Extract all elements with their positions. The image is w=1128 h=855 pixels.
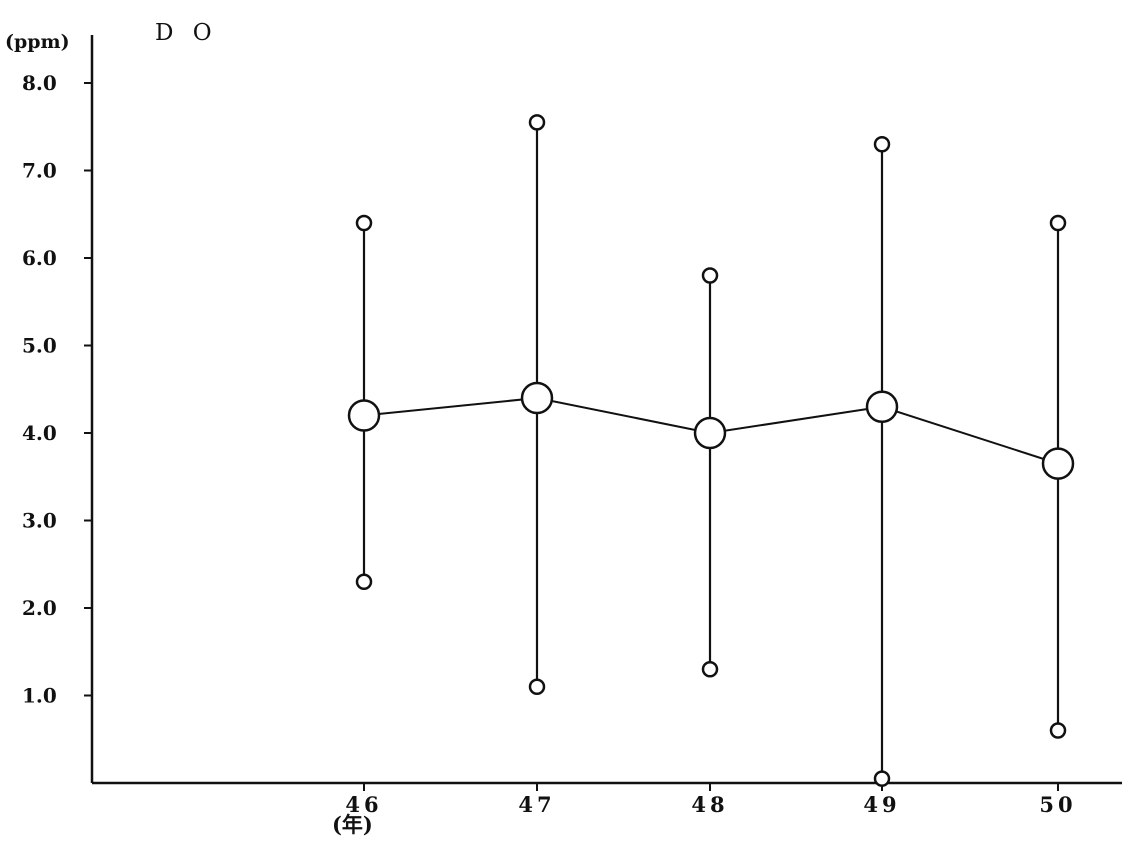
labels: D O (ppm) (年)	[5, 20, 373, 837]
max-point	[528, 114, 546, 131]
min-point	[528, 678, 546, 695]
min-point	[355, 573, 373, 590]
max-point	[1049, 214, 1067, 232]
y-tick-label: 7.0	[22, 159, 57, 183]
y-tick-label: 8.0	[22, 71, 57, 95]
y-tick-label: 3.0	[22, 509, 57, 533]
x-tick-label: 49	[863, 792, 900, 817]
mean-point	[1041, 447, 1075, 480]
max-point	[701, 267, 719, 284]
x-tick-label: 48	[691, 792, 728, 817]
chart-title: D O	[155, 20, 218, 46]
y-tick-label: 2.0	[22, 596, 57, 620]
y-tick-label: 4.0	[22, 421, 57, 445]
range-bars	[362, 122, 1060, 779]
min-point	[701, 661, 719, 678]
x-tick-label: 46	[345, 792, 382, 817]
mean-point	[693, 416, 727, 450]
data-points	[347, 114, 1075, 787]
mean-point	[865, 390, 899, 423]
min-point	[1049, 722, 1067, 739]
max-point	[873, 136, 891, 153]
max-point	[355, 214, 373, 232]
y-tick-label: 6.0	[22, 246, 57, 270]
x-tick-label: 47	[518, 792, 555, 817]
y-tick-label: 5.0	[22, 334, 57, 358]
x-tick-label: 50	[1039, 792, 1076, 817]
min-point	[873, 770, 891, 787]
mean-point	[347, 399, 381, 432]
y-tick-label: 1.0	[22, 684, 57, 708]
x-axis-unit: (年)	[332, 812, 373, 837]
y-axis-unit: (ppm)	[5, 31, 70, 53]
axes: 1.0 2.0 3.0 4.0 5.0 6.0 7.0 8.0 46 47 48 49 50	[22, 35, 1122, 817]
mean-point	[520, 381, 554, 415]
